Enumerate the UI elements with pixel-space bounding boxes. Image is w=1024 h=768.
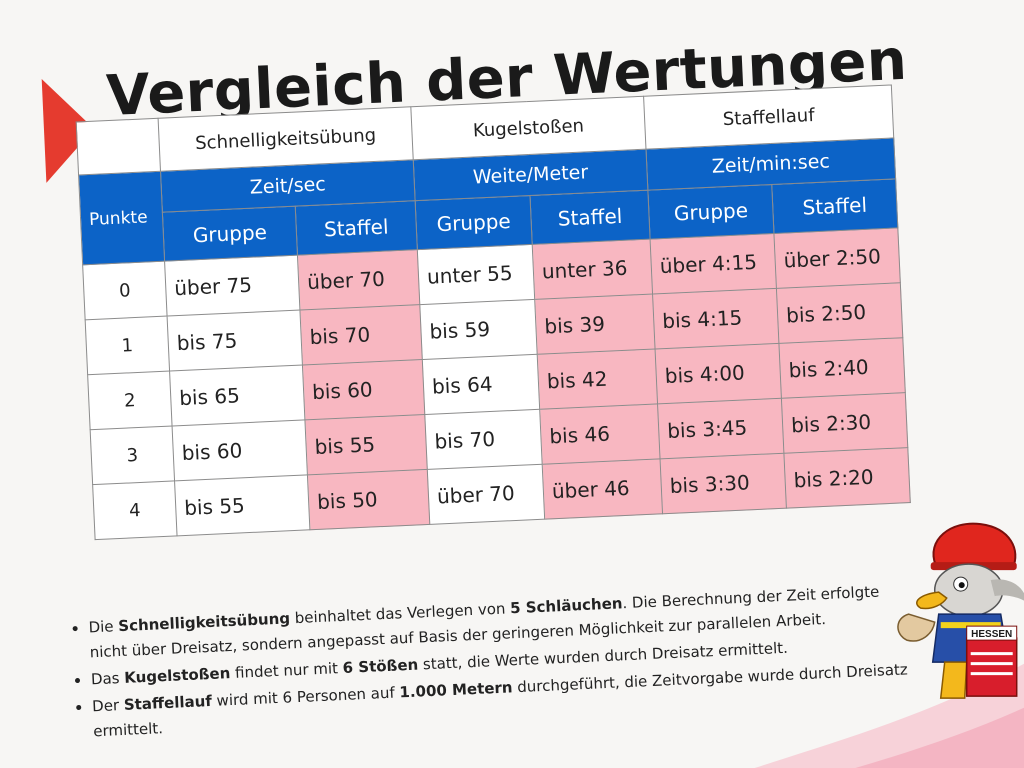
table-cell: über 70 (297, 249, 420, 311)
table-cell: über 2:50 (773, 227, 901, 289)
table-cell: bis 46 (539, 403, 661, 465)
table-cell: über 75 (164, 255, 300, 317)
note-bold-text: Schnelligkeitsübung (117, 609, 291, 636)
eagle-mascot-icon: HESSEN (897, 522, 1024, 699)
sub-header-staffel: Staffel (771, 178, 898, 234)
pink-swoosh-decoration (722, 628, 1024, 768)
table-cell: bis 70 (424, 409, 543, 470)
table-cell: über 70 (427, 464, 545, 525)
table-cell: bis 65 (169, 364, 305, 426)
table-cell: bis 2:20 (783, 447, 911, 509)
note-text: Die (88, 617, 119, 637)
note-bold-text: Kugelstoßen (123, 664, 231, 687)
note-bold-text: 1.000 Metern (399, 678, 513, 702)
table-cell: bis 2:50 (776, 282, 903, 344)
table-cell: unter 36 (532, 239, 653, 300)
note-text: Das (90, 668, 125, 689)
table-cell: bis 50 (307, 469, 430, 530)
table-cell: bis 4:00 (655, 343, 782, 404)
points-cell: 0 (82, 261, 168, 320)
sub-header-gruppe: Gruppe (162, 206, 298, 262)
sub-header-gruppe: Gruppe (647, 184, 774, 240)
points-cell: 1 (85, 316, 170, 375)
table-cell: bis 55 (174, 474, 310, 536)
table-cell: bis 4:15 (652, 288, 779, 349)
points-cell: 3 (90, 425, 175, 485)
points-cell: 4 (92, 480, 178, 540)
table-cell: bis 55 (304, 414, 428, 475)
table-cell: bis 39 (534, 294, 656, 355)
note-bold-text: 5 Schläuchen (509, 594, 623, 618)
table-cell: bis 60 (302, 359, 425, 420)
scoring-table: Schnelligkeitsübung Kugelstoßen Staffell… (76, 84, 911, 540)
table-cell: bis 64 (422, 354, 540, 415)
note-bold-text: 6 Stößen (342, 655, 419, 677)
table-cell: bis 75 (167, 310, 303, 372)
mascot-badge-text: HESSEN (971, 629, 1012, 640)
table-cell: bis 42 (537, 348, 658, 410)
table-cell: bis 59 (419, 299, 538, 360)
note-text: wird mit 6 Personen auf (211, 683, 400, 710)
points-cell: 2 (87, 371, 173, 430)
note-bold-text: Staffellauf (123, 691, 213, 714)
table-cell: über 46 (542, 458, 663, 520)
note-text: Der (91, 695, 125, 716)
note-text: findet nur mit (229, 658, 344, 683)
table-cell: bis 2:30 (781, 392, 908, 454)
table-cell: bis 3:45 (657, 398, 784, 459)
punkte-header: Punkte (78, 171, 165, 265)
table-cell: unter 55 (417, 244, 535, 305)
sub-header-gruppe: Gruppe (415, 195, 533, 250)
table-cell: bis 70 (299, 304, 423, 365)
corner-blank-cell (76, 118, 161, 175)
table-cell: bis 60 (172, 419, 308, 481)
sub-header-staffel: Staffel (529, 190, 651, 245)
table-cell: bis 2:40 (778, 337, 906, 399)
note-text: beinhaltet das Verlegen von (289, 599, 511, 628)
table-cell: über 4:15 (650, 233, 777, 295)
table-cell: bis 3:30 (660, 453, 787, 514)
sub-header-staffel: Staffel (295, 200, 418, 256)
